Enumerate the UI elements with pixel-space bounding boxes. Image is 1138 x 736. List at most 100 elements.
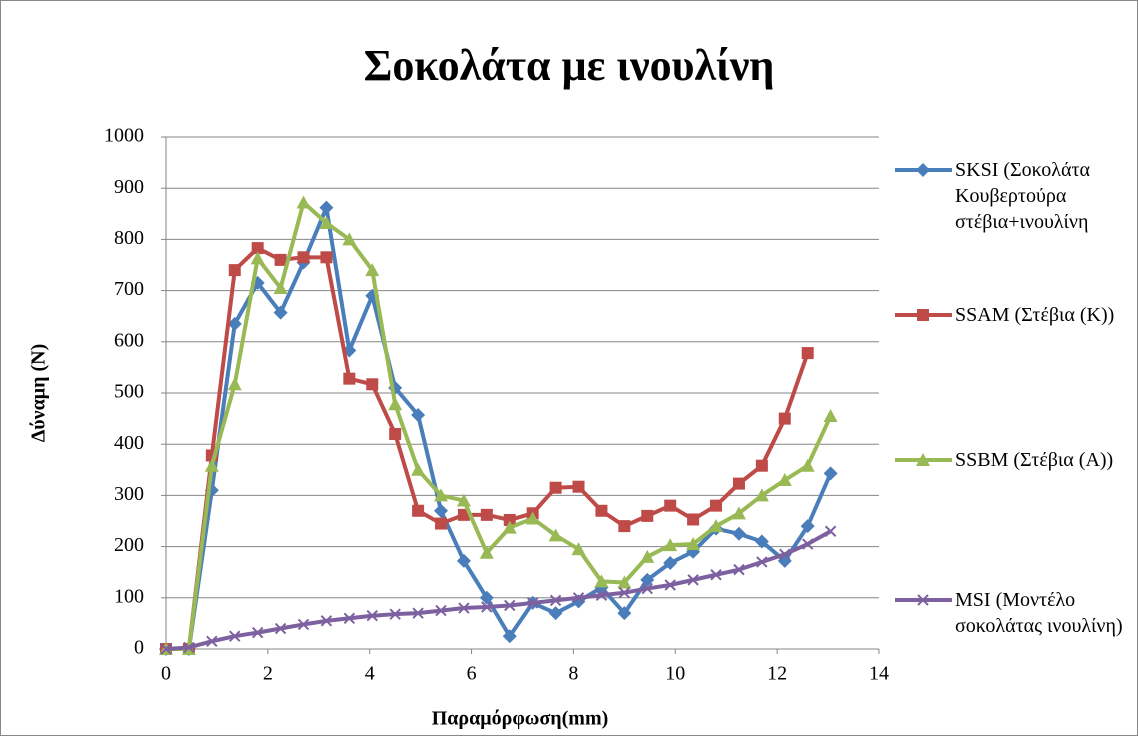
x-tick-label: 6 [467,663,477,685]
marker [274,622,287,635]
marker [548,606,563,621]
marker [572,592,585,604]
marker [502,520,517,534]
legend-label: SSBM (Στέβια (A)) [955,449,1114,471]
marker [664,499,677,512]
marker [800,519,815,534]
marker [617,606,632,621]
y-tick-label: 300 [114,483,144,505]
marker [250,251,265,265]
legend-label: SSAM (Στέβια (K)) [955,304,1115,326]
marker [366,610,378,622]
chart-title: Σοκολάτα με ινουλίνη [364,41,775,90]
marker [824,525,837,537]
marker [411,462,426,476]
marker [732,477,745,490]
marker [435,517,448,530]
marker [779,548,791,560]
marker [640,549,655,563]
x-tick-label: 8 [568,663,578,685]
y-tick-label: 500 [114,381,144,403]
marker [273,281,288,295]
y-tick-label: 400 [114,432,144,454]
x-axis-label: Παραμόρφωση(mm) [432,708,609,730]
marker [756,556,768,568]
marker [204,458,219,472]
marker [389,427,402,440]
x-tick-label: 2 [263,663,273,685]
marker [227,377,242,391]
series-line [166,200,833,651]
y-tick-label: 0 [134,637,144,659]
marker [479,590,494,605]
marker [549,594,562,607]
marker [641,509,654,522]
marker [572,480,585,493]
marker [228,264,241,277]
x-tick-label: 12 [767,663,787,685]
marker [366,378,379,391]
marker [777,473,792,487]
marker [388,397,403,411]
marker [160,643,172,655]
marker [709,519,724,533]
marker [412,504,425,517]
marker [389,608,401,620]
marker [227,316,242,331]
marker [663,555,678,570]
marker [754,534,769,549]
marker [458,602,470,614]
marker [296,195,311,209]
marker [457,508,470,521]
marker [595,504,608,517]
x-tick-label: 10 [665,663,685,685]
marker [342,232,357,246]
marker [319,200,334,215]
y-tick-label: 1000 [104,125,144,147]
marker [434,488,449,502]
y-tick-label: 200 [114,534,144,556]
marker [755,459,768,472]
legend-label: SKSI (Σοκολάτα Κουβερτούρα στέβια+ινουλί… [955,159,1090,233]
marker [434,503,449,518]
marker [502,629,517,644]
marker [456,493,471,507]
marker [251,242,264,255]
marker [479,545,494,559]
marker [251,626,264,639]
marker [365,263,380,277]
marker [754,488,769,502]
series-line [165,529,832,651]
marker [183,641,195,654]
marker [504,599,516,612]
marker [731,506,746,520]
marker [411,408,426,423]
x-tick-label: 0 [161,663,171,685]
marker [480,508,493,521]
marker [274,253,287,266]
marker [435,604,447,617]
marker [800,458,815,472]
marker [503,513,516,526]
marker [412,607,424,619]
marker [640,572,655,587]
marker [917,594,929,606]
marker [710,499,723,512]
marker [595,589,608,601]
marker [731,526,746,541]
marker [273,305,288,320]
y-tick-label: 100 [114,585,144,607]
marker [618,586,631,599]
marker [229,630,241,642]
marker [525,511,540,525]
marker [481,601,493,613]
marker [801,538,814,550]
y-tick-label: 800 [114,227,144,249]
marker [297,618,310,631]
y-tick-label: 900 [114,176,144,198]
marker [916,453,930,466]
x-tick-label: 14 [869,663,889,685]
